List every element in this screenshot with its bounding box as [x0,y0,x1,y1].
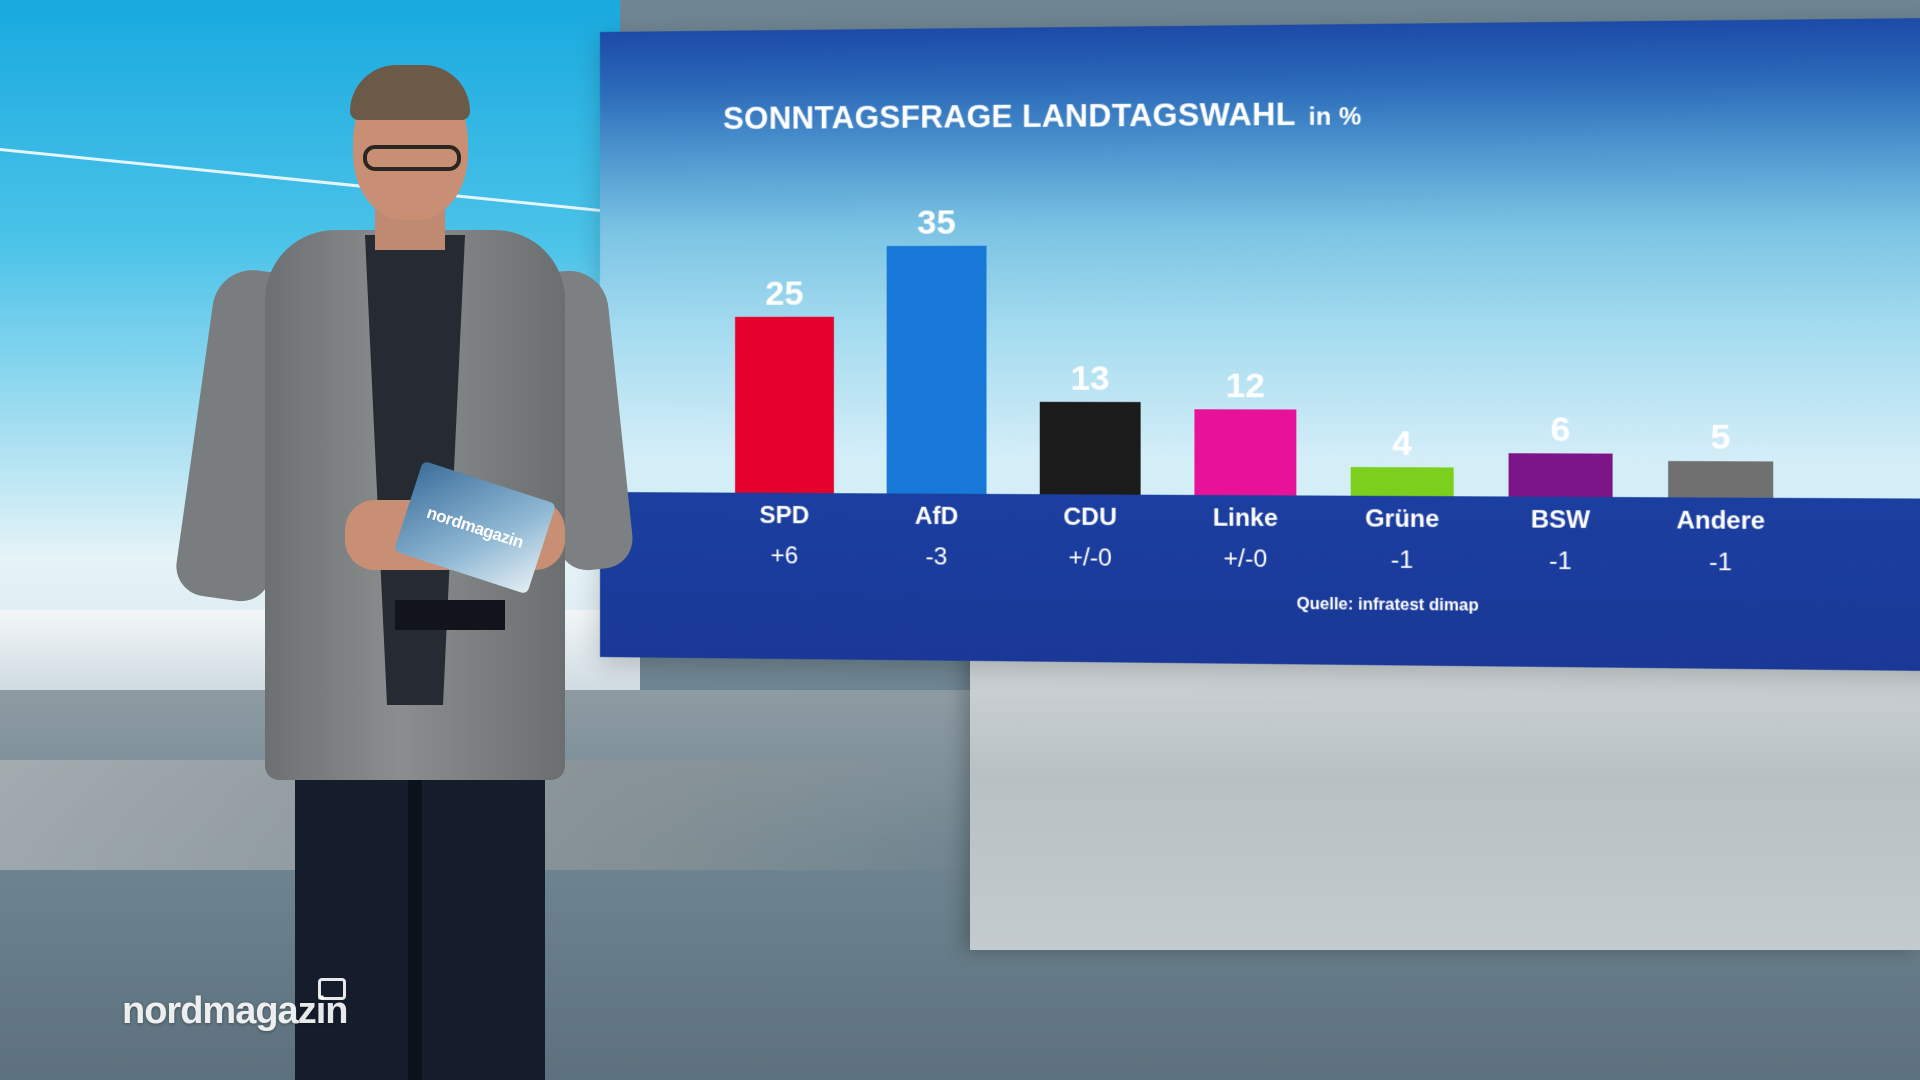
value-label-andere: 5 [1710,418,1730,458]
change-label-spd: +6 [771,542,799,569]
presenter: nordmagazin [172,60,636,1080]
bar-grne [1350,467,1454,497]
category-label-linke: Linke [1213,504,1278,532]
logo-badge-icon [318,978,346,1000]
presenter-glasses [363,145,461,171]
change-label-afd: -3 [926,543,948,571]
value-label-grne: 4 [1392,424,1412,463]
category-label-bsw: BSW [1531,506,1591,534]
bar-linke [1194,409,1297,496]
category-label-grne: Grüne [1365,505,1439,533]
chart-screen: SONNTAGSFRAGE LANDTAGSWAHL in % 25 SPD +6 3… [600,17,1920,672]
value-label-spd: 25 [765,274,803,312]
folder-text: nordmagazin [424,502,526,552]
change-label-bsw: -1 [1549,547,1572,575]
value-label-afd: 35 [917,203,956,242]
change-label-grne: -1 [1391,546,1413,574]
presenter-belt [395,600,505,630]
category-label-afd: AfD [915,503,958,531]
bar-chart: 25 SPD +6 35 AfD -3 13 CDU +/-0 12 Linke +/-0 4 Grüne… [735,203,1774,577]
category-label-andere: Andere [1676,507,1765,536]
screen-pedestal [970,640,1920,950]
bar-andere [1668,461,1774,498]
category-label-spd: SPD [760,502,810,530]
channel-logo: nordmagazin [122,990,348,1032]
bar-cdu [1039,401,1141,495]
change-label-cdu: +/-0 [1069,544,1112,572]
bar-bsw [1508,453,1613,498]
presenter-leg-gap [408,760,422,1080]
change-label-andere: -1 [1709,548,1732,576]
bar-afd [886,245,987,494]
change-label-linke: +/-0 [1223,545,1267,573]
presenter-hair [350,65,470,120]
bar-spd [735,316,834,494]
category-label-cdu: CDU [1063,503,1116,531]
value-label-linke: 12 [1226,366,1265,405]
value-label-cdu: 13 [1071,359,1110,398]
value-label-bsw: 6 [1550,410,1570,449]
